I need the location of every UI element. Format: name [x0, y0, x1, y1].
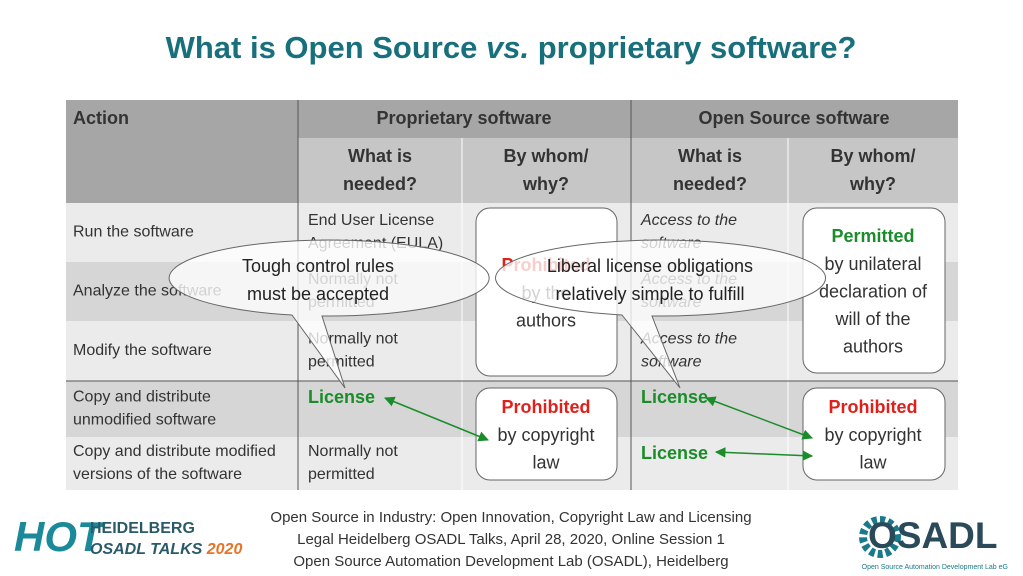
logo-gear [859, 516, 901, 558]
group-header: Proprietary software [376, 108, 551, 128]
os-needed: Access to the [640, 212, 737, 229]
sub-header: What is [678, 146, 742, 166]
footer-line: Legal Heidelberg OSADL Talks, April 28, … [297, 531, 725, 548]
box-status: Prohibited [502, 397, 591, 417]
box-status: Permitted [831, 226, 914, 246]
callout-bubble [495, 239, 827, 389]
callout-bubble [168, 239, 490, 389]
callout-text: must be accepted [247, 284, 389, 304]
sub-header: needed? [673, 174, 747, 194]
box-status: Prohibited [829, 397, 918, 417]
group-header: Action [73, 108, 129, 128]
action: versions of the software [73, 466, 242, 483]
overlay: Tough control rules must be accepted Liber… [14, 239, 1008, 571]
callout-text: relatively simple to fulfill [555, 284, 744, 304]
box-line: by copyright [497, 425, 594, 445]
logo-text: OSADL TALKS [90, 541, 203, 558]
callout-text: Liberal license obligations [547, 256, 753, 276]
title-em: vs. [486, 30, 529, 65]
title-part: What is Open Source [166, 30, 478, 65]
box-line: will of the [834, 309, 910, 329]
action: Run the software [73, 224, 194, 241]
box-line: authors [843, 336, 903, 356]
logo-tagline: Open Source Automation Development Lab e… [862, 564, 1008, 571]
sub-header: By whom/ [503, 146, 588, 166]
footer-line: Open Source in Industry: Open Innovation… [270, 509, 751, 526]
prop-needed: End User License [308, 212, 434, 229]
os-needed: Access to the [640, 331, 737, 348]
os-needed: License [641, 443, 708, 463]
logo-mark: HOT [14, 513, 106, 560]
prop-needed: permitted [308, 466, 375, 483]
group-header: Open Source software [698, 108, 889, 128]
prop-needed: License [308, 387, 375, 407]
sub-header: By whom/ [830, 146, 915, 166]
sub-header: needed? [343, 174, 417, 194]
action: Copy and distribute [73, 389, 211, 406]
action: Modify the software [73, 342, 212, 359]
title: What is Open Source vs. proprietary soft… [166, 30, 857, 65]
callout-text: Tough control rules [242, 256, 394, 276]
os-needed: License [641, 387, 708, 407]
header-bg [66, 100, 298, 203]
action: Copy and distribute modified [73, 443, 276, 460]
logo-line: HEIDELBERG [90, 520, 195, 537]
prop-needed: Normally not [308, 443, 398, 460]
box-line: law [859, 452, 887, 472]
logo-line: OSADL TALKS 2020 [90, 541, 242, 558]
sub-header: why? [849, 174, 896, 194]
arrow [705, 396, 813, 440]
logo-name: OSADL [868, 515, 998, 556]
sub-header: why? [522, 174, 569, 194]
sub-header: What is [348, 146, 412, 166]
logo-year: 2020 [206, 541, 243, 558]
action: unmodified software [73, 412, 216, 429]
prop-needed: permitted [308, 354, 375, 371]
box-line: declaration of [819, 281, 928, 301]
arrow [384, 396, 489, 442]
arrow [714, 447, 814, 461]
box-line: by copyright [824, 425, 921, 445]
box-line: authors [516, 310, 576, 330]
footer-line: Open Source Automation Development Lab (… [293, 553, 728, 570]
box-line: law [532, 452, 560, 472]
box-line: by unilateral [824, 254, 921, 274]
title-part: proprietary software? [538, 30, 857, 65]
